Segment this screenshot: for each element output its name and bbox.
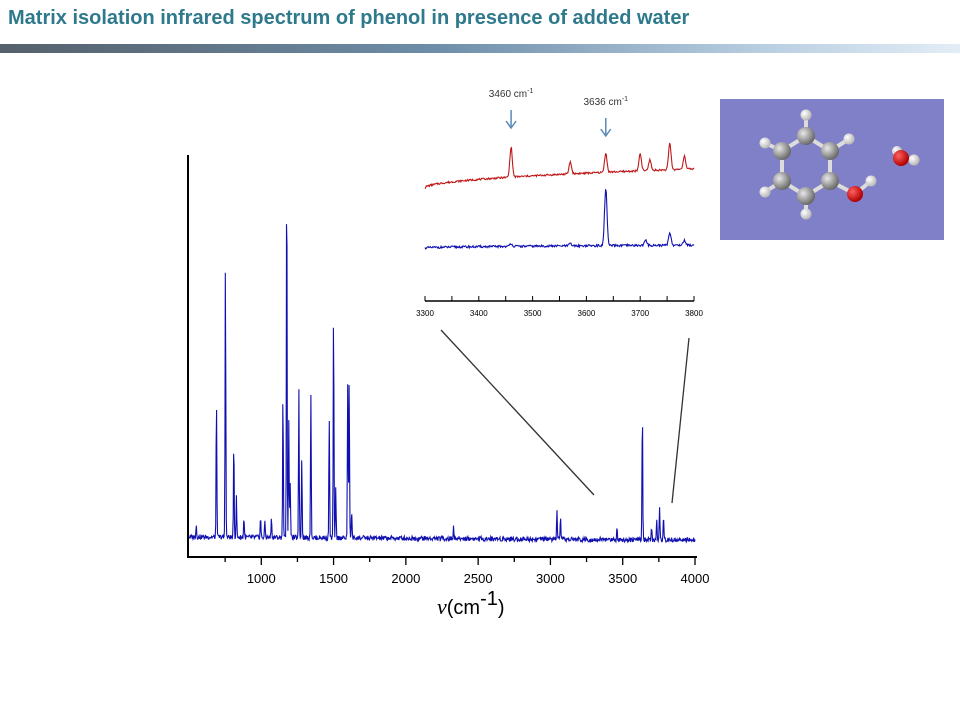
main-x-tick-label: 4000	[681, 571, 710, 586]
inset-tick-labels: 3300 3400 3500 3600 3700 3800	[416, 309, 703, 318]
peak-annotation-label: 3636 cm-1	[583, 96, 628, 108]
inset-spectrum-with-water	[424, 142, 695, 190]
zoom-connector-right	[671, 337, 690, 504]
inset-x-tick-label: 3400	[470, 309, 488, 318]
main-x-tick-label: 2000	[391, 571, 420, 586]
main-x-tick-label: 3000	[536, 571, 565, 586]
main-x-tick-label: 3500	[608, 571, 637, 586]
x-axis-label: ν(cm-1)	[437, 588, 505, 619]
inset-annotations: 3460 cm-1 3636 cm-1	[489, 88, 628, 138]
main-spectrum-line	[188, 224, 696, 544]
phenol-water-molecule	[759, 109, 920, 220]
peak-annotation-arrowhead	[600, 128, 612, 138]
main-x-tick-label: 1500	[319, 571, 348, 586]
inset-x-tick-label: 3600	[578, 309, 596, 318]
inset-spectrum-phenol-only	[424, 189, 695, 250]
peak-annotation-label: 3460 cm-1	[489, 88, 534, 100]
inset-x-tick-label: 3700	[631, 309, 649, 318]
molecule-atoms	[759, 109, 920, 220]
main-tick-labels: 1000 1500 2000 2500 3000 3500 4000	[247, 571, 710, 586]
title-rule	[0, 44, 960, 53]
inset-x-tick-label: 3300	[416, 309, 434, 318]
main-x-tick-label: 2500	[464, 571, 493, 586]
slide-title: Matrix isolation infrared spectrum of ph…	[8, 7, 690, 29]
inset-x-tick-label: 3800	[685, 309, 703, 318]
main-ticks	[224, 557, 696, 565]
peak-annotation-arrowhead	[505, 120, 517, 130]
molecule-image	[720, 99, 944, 240]
zoom-connector-left	[440, 329, 595, 496]
main-axes	[187, 155, 697, 558]
inset-chart: 3300 3400 3500 3600 3700 3800 3460 cm-1 3636 c…	[416, 88, 703, 318]
inset-x-tick-label: 3500	[524, 309, 542, 318]
molecule-bonds	[763, 113, 916, 216]
inset-ticks	[424, 296, 695, 301]
main-x-tick-label: 1000	[247, 571, 276, 586]
